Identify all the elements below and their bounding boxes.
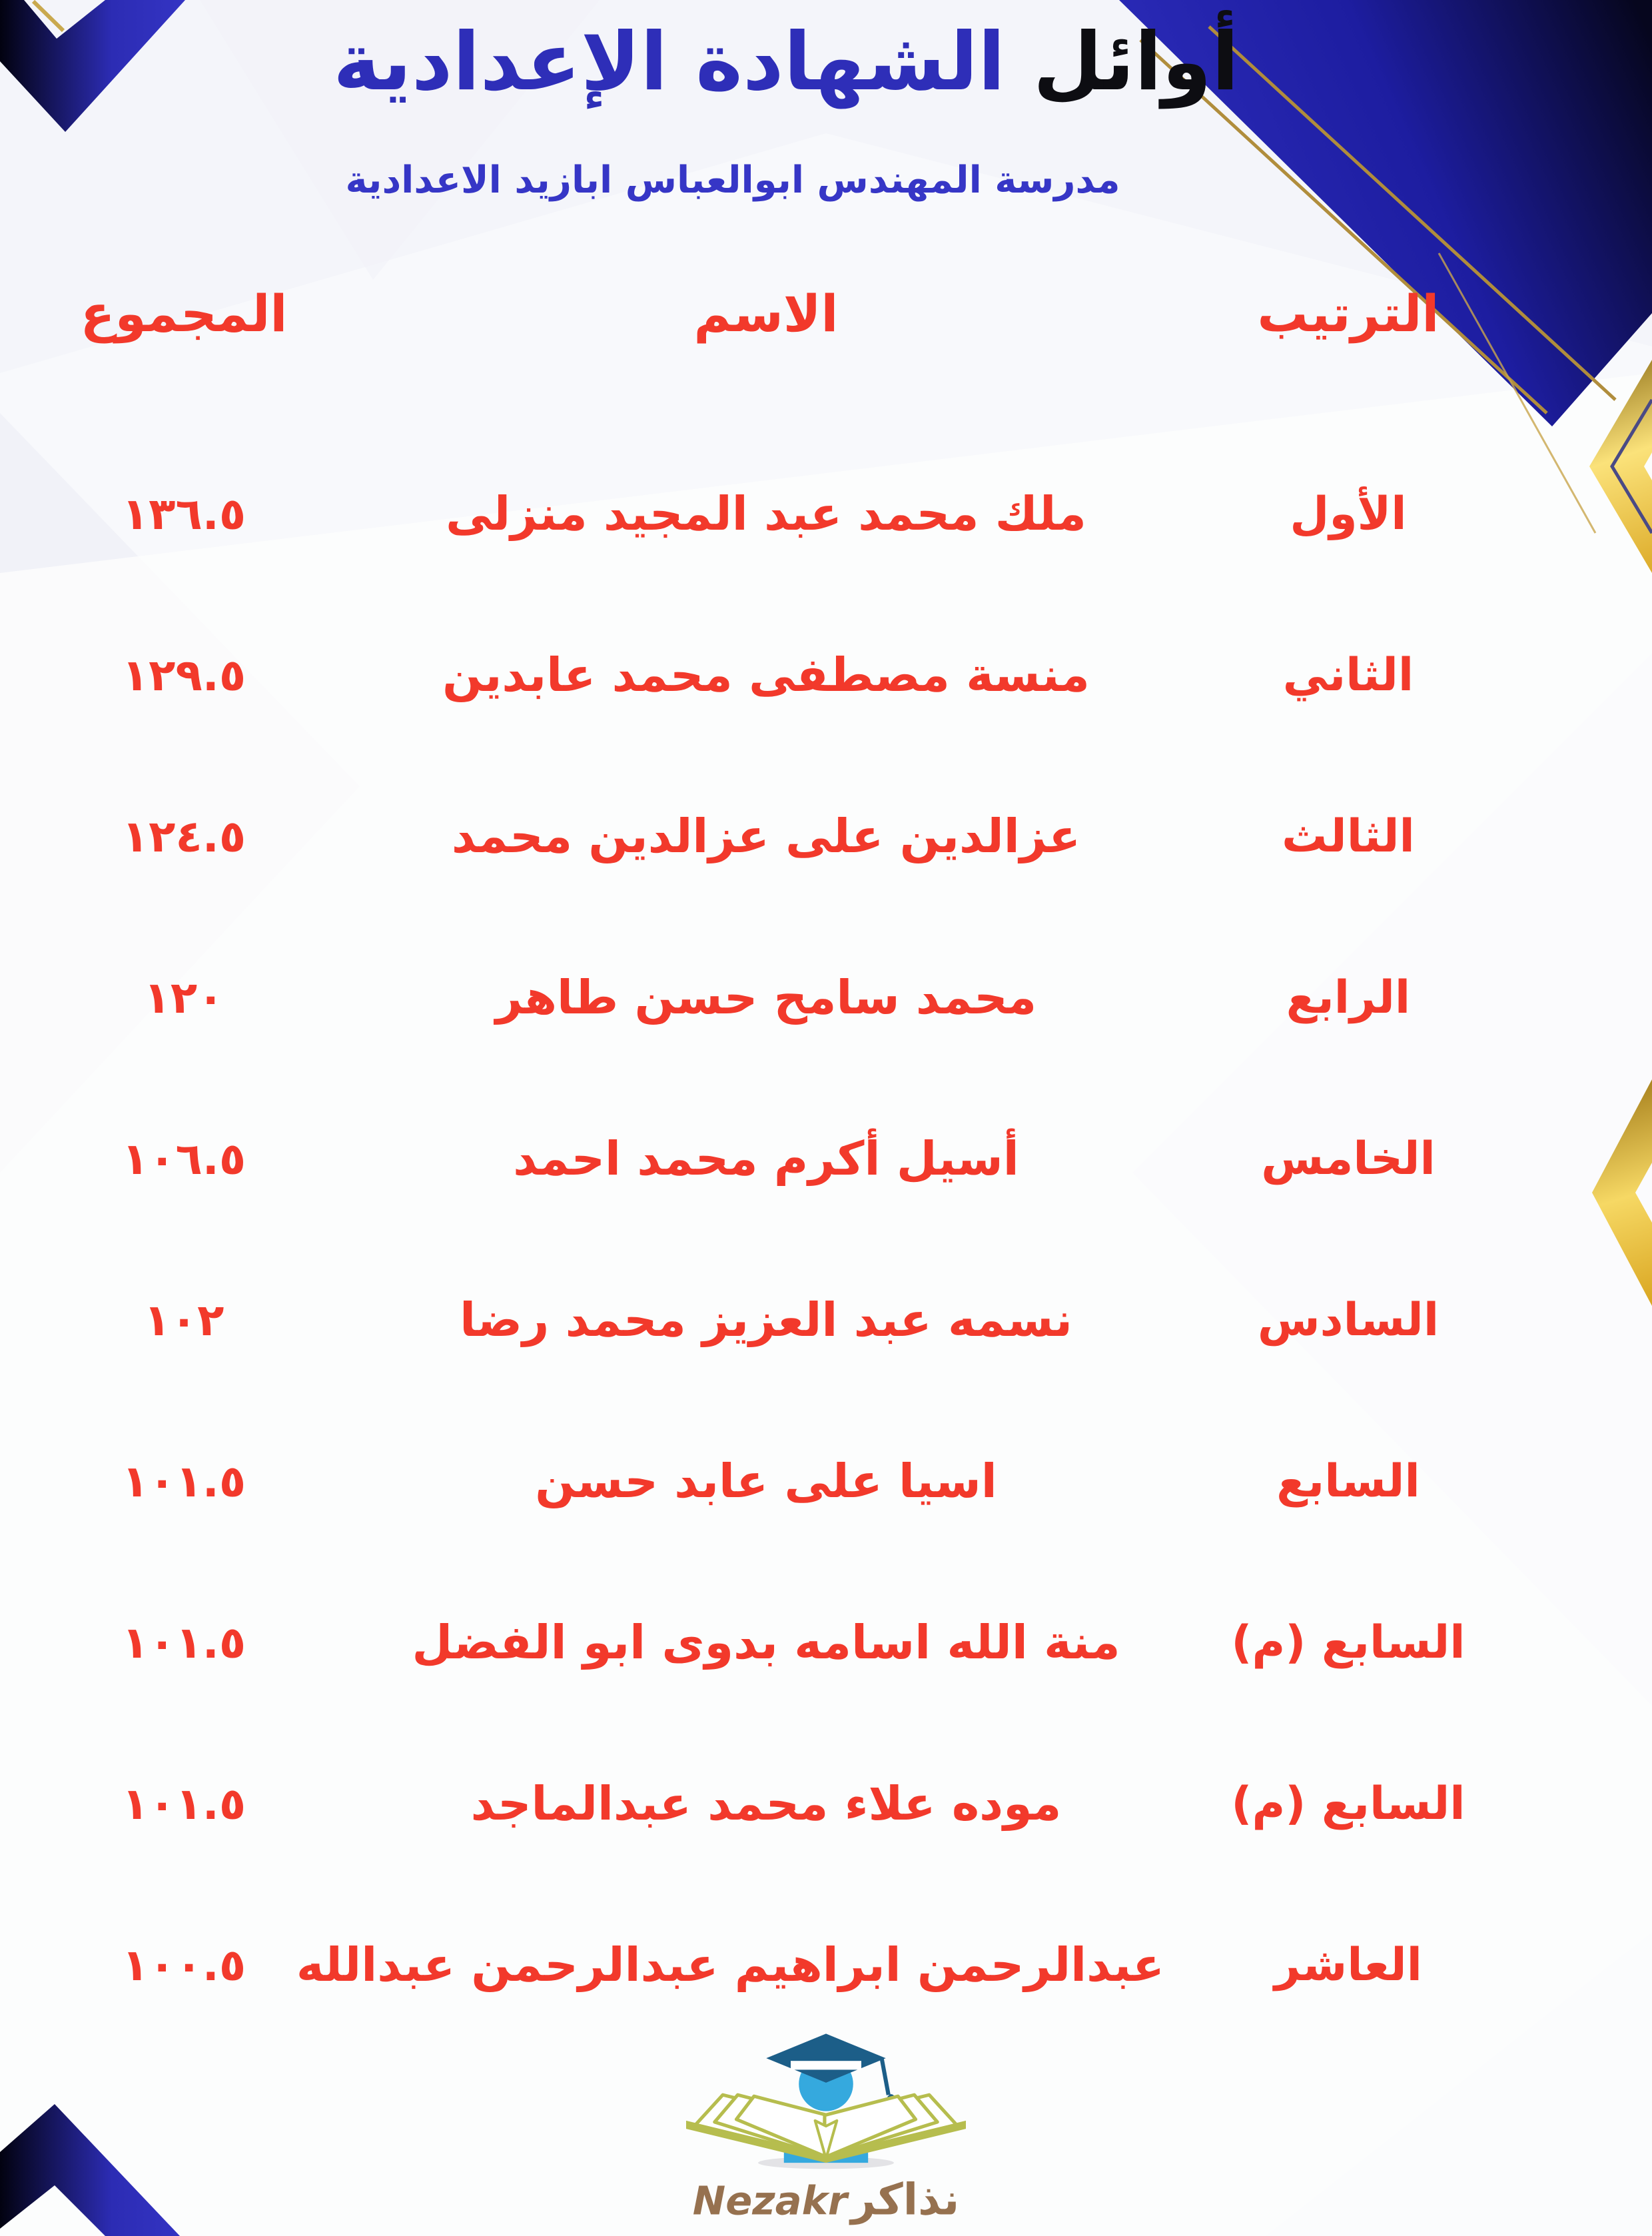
rank-cell: الثالث xyxy=(1282,810,1415,863)
total-cell: ١٠٠.٥ xyxy=(121,1939,246,1991)
total-cell: ١٢٠ xyxy=(143,971,224,1023)
total-cell: ١٠١.٥ xyxy=(121,1455,246,1507)
total-cell: ١٣٦.٥ xyxy=(121,488,246,540)
rank-cell: السابع (م) xyxy=(1231,1616,1465,1669)
table-row: الثاني منسة مصطفى محمد عابدين ١٢٩.٥ xyxy=(0,594,1652,756)
logo-latin-text: Nezakr xyxy=(693,2178,850,2224)
table-row: العاشر عبدالرحمن ابراهيم عبدالرحمن عبدال… xyxy=(0,1884,1652,2045)
corner-decoration-top-right xyxy=(1119,0,1652,534)
open-book-icon xyxy=(686,2093,966,2163)
table-row: الخامس أسيل أكرم محمد احمد ١٠٦.٥ xyxy=(0,1078,1652,1239)
name-cell: أسيل أكرم محمد احمد xyxy=(513,1131,1019,1186)
name-cell: منة الله اسامه بدوى ابو الفضل xyxy=(412,1615,1120,1670)
column-header-rank: الترتيب xyxy=(1257,283,1440,343)
rank-cell: السابع (م) xyxy=(1231,1777,1465,1830)
corner-decoration-bottom-left xyxy=(0,2104,180,2236)
table-row: الرابع محمد سامح حسن طاهر ١٢٠ xyxy=(0,917,1652,1078)
nezakr-logo: Nezakr نذاكر xyxy=(686,2033,966,2225)
rank-cell: السادس xyxy=(1257,1293,1440,1347)
corner-decoration-top-left xyxy=(0,0,185,132)
total-cell: ١٢٤.٥ xyxy=(121,810,246,862)
table-row: الأول ملك محمد عبد المجيد منزلى ١٣٦.٥ xyxy=(0,433,1652,594)
students-table: الأول ملك محمد عبد المجيد منزلى ١٣٦.٥ ال… xyxy=(0,433,1652,2045)
rank-cell: الثاني xyxy=(1282,648,1414,702)
logo-wordmark: Nezakr نذاكر xyxy=(693,2175,960,2225)
name-cell: محمد سامح حسن طاهر xyxy=(495,970,1037,1025)
rank-cell: العاشر xyxy=(1274,1938,1422,1991)
name-cell: موده علاء محمد عبدالماجد xyxy=(470,1776,1062,1831)
table-row: السابع (م) منة الله اسامه بدوى ابو الفضل… xyxy=(0,1562,1652,1723)
table-row: السادس نسمه عبد العزيز محمد رضا ١٠٢ xyxy=(0,1239,1652,1400)
gold-chevron-middle-right xyxy=(1592,1079,1652,1306)
name-cell: اسيا على عابد حسن xyxy=(535,1454,997,1508)
name-cell: نسمه عبد العزيز محمد رضا xyxy=(460,1293,1072,1347)
name-cell: عزالدين على عزالدين محمد xyxy=(451,809,1081,863)
rank-cell: الرابع xyxy=(1286,971,1411,1024)
rank-cell: الخامس xyxy=(1261,1132,1436,1185)
page-title-word: أوائل xyxy=(1032,16,1239,109)
school-name: مدرسة المهندس ابوالعباس ابازيد الاعدادية xyxy=(345,159,1120,202)
table-row: السابع اسيا على عابد حسن ١٠١.٥ xyxy=(0,1400,1652,1562)
total-cell: ١٠٢ xyxy=(143,1294,224,1346)
table-row: السابع (م) موده علاء محمد عبدالماجد ١٠١.… xyxy=(0,1723,1652,1884)
gold-chevron-upper-right xyxy=(1589,360,1652,573)
column-header-name: الاسم xyxy=(693,283,839,343)
logo-arabic-text: نذاكر xyxy=(849,2175,959,2225)
total-cell: ١٢٩.٥ xyxy=(121,649,246,701)
page-title: أوائل الشهادة الإعدادية xyxy=(0,11,1612,115)
name-cell: منسة مصطفى محمد عابدين xyxy=(442,648,1090,702)
total-cell: ١٠١.٥ xyxy=(121,1778,246,1830)
total-cell: ١٠١.٥ xyxy=(121,1616,246,1668)
rank-cell: السابع xyxy=(1276,1454,1420,1508)
total-cell: ١٠٦.٥ xyxy=(121,1133,246,1185)
rank-cell: الأول xyxy=(1290,487,1407,540)
table-row: الثالث عزالدين على عزالدين محمد ١٢٤.٥ xyxy=(0,756,1652,917)
name-cell: عبدالرحمن ابراهيم عبدالرحمن عبدالله xyxy=(296,1938,1164,1992)
column-header-total: المجموع xyxy=(80,283,288,343)
table-header: الترتيب الاسم المجموع xyxy=(0,273,1652,353)
page-title-rest: الشهادة الإعدادية xyxy=(333,16,1006,109)
name-cell: ملك محمد عبد المجيد منزلى xyxy=(446,486,1086,541)
